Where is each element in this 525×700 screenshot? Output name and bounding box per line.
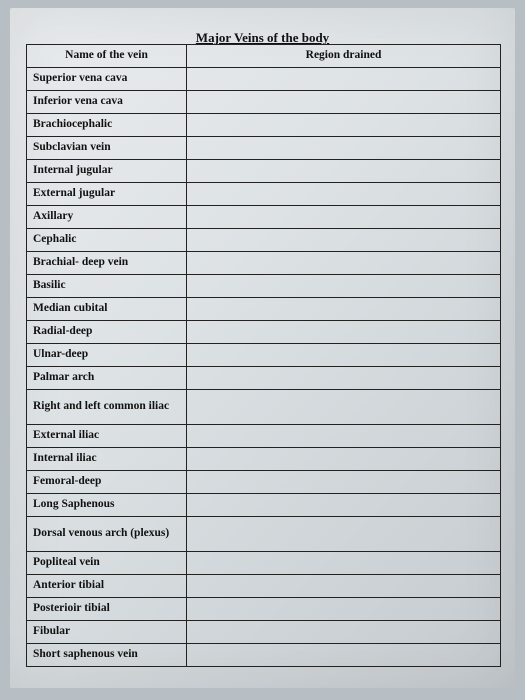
table-row: Internal jugular <box>27 160 501 183</box>
vein-name-cell: Median cubital <box>27 298 187 321</box>
vein-name-cell: Long Saphenous <box>27 494 187 517</box>
region-drained-cell <box>187 229 501 252</box>
vein-name-cell: Fibular <box>27 621 187 644</box>
region-drained-cell <box>187 448 501 471</box>
table-row: Axillary <box>27 206 501 229</box>
region-drained-cell <box>187 344 501 367</box>
col-header-name: Name of the vein <box>27 45 187 68</box>
table-row: Inferior vena cava <box>27 91 501 114</box>
vein-name-cell: Subclavian vein <box>27 137 187 160</box>
table-row: Median cubital <box>27 298 501 321</box>
table-row: Right and left common iliac <box>27 390 501 425</box>
region-drained-cell <box>187 517 501 552</box>
vein-name-cell: Posterioir tibial <box>27 598 187 621</box>
region-drained-cell <box>187 621 501 644</box>
vein-name-cell: Inferior vena cava <box>27 91 187 114</box>
region-drained-cell <box>187 598 501 621</box>
region-drained-cell <box>187 321 501 344</box>
table-row: Posterioir tibial <box>27 598 501 621</box>
vein-name-cell: Dorsal venous arch (plexus) <box>27 517 187 552</box>
table-row: Subclavian vein <box>27 137 501 160</box>
table-row: Ulnar-deep <box>27 344 501 367</box>
vein-name-cell: External jugular <box>27 183 187 206</box>
table-row: Fibular <box>27 621 501 644</box>
region-drained-cell <box>187 425 501 448</box>
table-row: Internal iliac <box>27 448 501 471</box>
table-row: Anterior tibial <box>27 575 501 598</box>
col-header-region: Region drained <box>187 45 501 68</box>
region-drained-cell <box>187 137 501 160</box>
table-row: Brachial- deep vein <box>27 252 501 275</box>
region-drained-cell <box>187 644 501 667</box>
region-drained-cell <box>187 552 501 575</box>
region-drained-cell <box>187 390 501 425</box>
region-drained-cell <box>187 575 501 598</box>
region-drained-cell <box>187 298 501 321</box>
region-drained-cell <box>187 68 501 91</box>
vein-name-cell: Basilic <box>27 275 187 298</box>
region-drained-cell <box>187 91 501 114</box>
vein-name-cell: Short saphenous vein <box>27 644 187 667</box>
vein-name-cell: Palmar arch <box>27 367 187 390</box>
region-drained-cell <box>187 160 501 183</box>
table-row: Cephalic <box>27 229 501 252</box>
vein-name-cell: Axillary <box>27 206 187 229</box>
table-row: Long Saphenous <box>27 494 501 517</box>
vein-name-cell: External iliac <box>27 425 187 448</box>
table-row: External jugular <box>27 183 501 206</box>
region-drained-cell <box>187 471 501 494</box>
table-header-row: Name of the vein Region drained <box>27 45 501 68</box>
region-drained-cell <box>187 367 501 390</box>
region-drained-cell <box>187 494 501 517</box>
table-row: Palmar arch <box>27 367 501 390</box>
table-row: External iliac <box>27 425 501 448</box>
region-drained-cell <box>187 252 501 275</box>
vein-name-cell: Right and left common iliac <box>27 390 187 425</box>
table-row: Popliteal vein <box>27 552 501 575</box>
vein-name-cell: Brachiocephalic <box>27 114 187 137</box>
vein-name-cell: Superior vena cava <box>27 68 187 91</box>
table-row: Basilic <box>27 275 501 298</box>
region-drained-cell <box>187 114 501 137</box>
vein-name-cell: Brachial- deep vein <box>27 252 187 275</box>
vein-name-cell: Femoral-deep <box>27 471 187 494</box>
vein-name-cell: Popliteal vein <box>27 552 187 575</box>
table-row: Brachiocephalic <box>27 114 501 137</box>
table-row: Femoral-deep <box>27 471 501 494</box>
region-drained-cell <box>187 275 501 298</box>
vein-name-cell: Internal jugular <box>27 160 187 183</box>
table-row: Superior vena cava <box>27 68 501 91</box>
table-row: Radial-deep <box>27 321 501 344</box>
region-drained-cell <box>187 206 501 229</box>
vein-name-cell: Cephalic <box>27 229 187 252</box>
vein-name-cell: Internal iliac <box>27 448 187 471</box>
vein-name-cell: Radial-deep <box>27 321 187 344</box>
region-drained-cell <box>187 183 501 206</box>
veins-table: Name of the vein Region drained Superior… <box>26 44 501 667</box>
vein-name-cell: Ulnar-deep <box>27 344 187 367</box>
table-row: Short saphenous vein <box>27 644 501 667</box>
worksheet-paper: Major Veins of the body Name of the vein… <box>10 8 515 688</box>
table-row: Dorsal venous arch (plexus) <box>27 517 501 552</box>
vein-name-cell: Anterior tibial <box>27 575 187 598</box>
